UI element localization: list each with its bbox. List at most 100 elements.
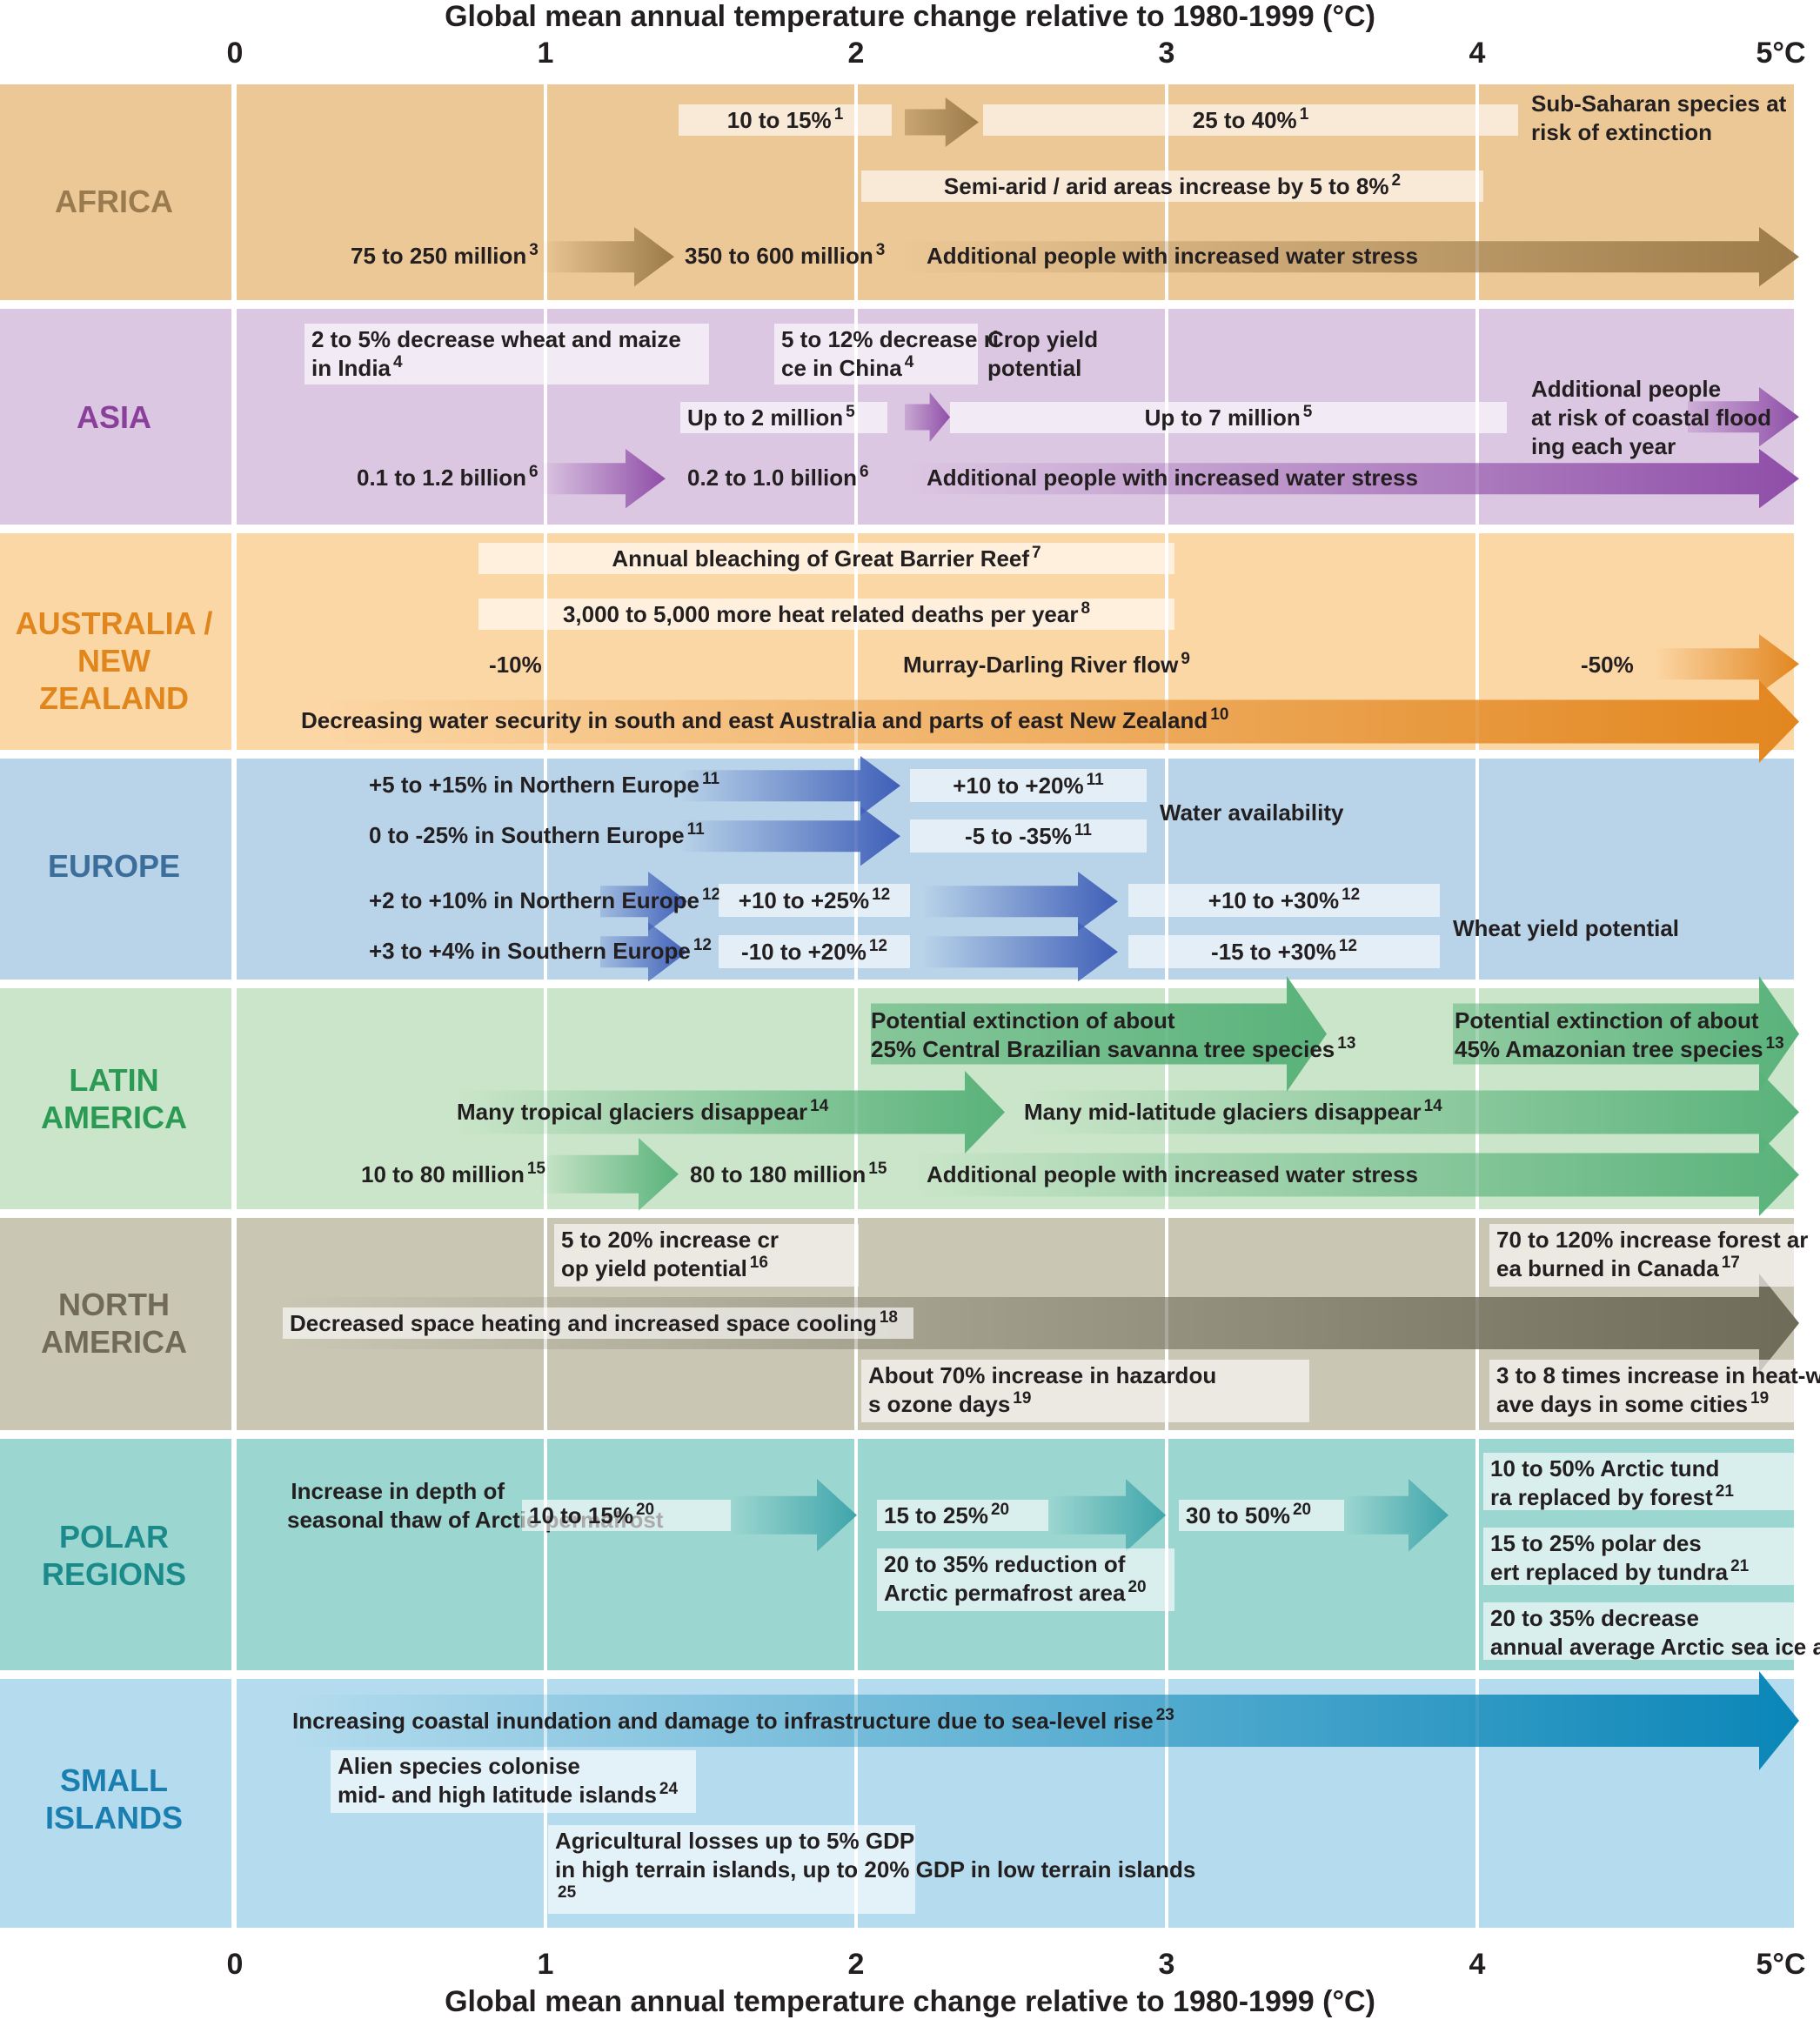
trend-arrow xyxy=(283,1274,1799,1373)
impact-box: 25 to 40% 1 xyxy=(983,104,1518,136)
trend-arrow-shape xyxy=(731,1479,857,1552)
gridline xyxy=(1475,533,1479,750)
trend-arrow-shape xyxy=(922,871,1118,932)
gridline xyxy=(544,759,547,980)
gridline xyxy=(544,84,547,300)
trend-arrow xyxy=(905,448,1799,509)
impact-box: +10 to +30% 12 xyxy=(1128,884,1440,917)
impact-label: Wheat yield potential xyxy=(1453,915,1680,941)
axis-tick-bottom: 1 xyxy=(537,1948,554,1981)
axis-tick-top: 0 xyxy=(226,37,244,70)
trend-arrow-shape xyxy=(1344,1479,1449,1552)
axis-tick-bottom: 5°C xyxy=(1756,1948,1806,1981)
trend-arrow-shape xyxy=(905,97,979,147)
impact-box: Annual bleaching of Great Barrier Reef 7 xyxy=(478,543,1174,574)
impact-label: Additional people with increased water s… xyxy=(927,1161,1418,1187)
impact-label: Water availability xyxy=(1160,799,1344,826)
trend-arrow-shape xyxy=(301,679,1799,763)
label-column-divider xyxy=(231,84,237,300)
gridline xyxy=(854,759,858,980)
trend-arrow-shape xyxy=(457,1070,1005,1154)
trend-arrow xyxy=(679,755,900,816)
trend-arrow xyxy=(922,871,1118,932)
impact-label: -50% xyxy=(1581,652,1634,678)
impact-label: Many tropical glaciers disappear 14 xyxy=(457,1097,829,1125)
gridline xyxy=(854,1679,858,1928)
gridline xyxy=(1475,1679,1479,1928)
impact-box: Decreased space heating and increased sp… xyxy=(283,1307,913,1339)
impact-box: -15 to +30% 12 xyxy=(1128,935,1440,968)
region-name-latin_america: LATIN AMERICA xyxy=(41,1062,187,1135)
gridline xyxy=(854,1439,858,1670)
label-column-divider xyxy=(231,988,237,1209)
impact-label: Potential extinction of about 45% Amazoni… xyxy=(1455,1007,1784,1062)
gridline xyxy=(854,84,858,300)
trend-arrow-shape xyxy=(679,755,900,816)
trend-arrow-shape xyxy=(539,226,674,287)
trend-arrow xyxy=(1688,386,1799,447)
gridline xyxy=(1475,759,1479,980)
label-column-divider xyxy=(231,309,237,525)
trend-arrow-shape xyxy=(871,975,1327,1092)
trend-arrow xyxy=(539,226,674,287)
trend-arrow xyxy=(301,679,1799,763)
impact-box: 30 to 50% 20 xyxy=(1179,1500,1344,1531)
axis-title-bottom: Global mean annual temperature change re… xyxy=(445,1985,1375,2018)
impact-label: 0.1 to 1.2 billion 6 xyxy=(357,463,539,491)
impact-box: Alien species colonise mid- and high lati… xyxy=(331,1750,696,1813)
impact-label: Increasing coastal inundation and damage… xyxy=(292,1706,1174,1734)
region-name-europe: EUROPE xyxy=(47,848,181,884)
impact-label: Sub-Saharan species at risk of extinction xyxy=(1531,90,1787,145)
impact-box: -10 to +20% 12 xyxy=(719,935,910,968)
impact-label: 80 to 180 million 15 xyxy=(690,1160,887,1187)
axis-tick-bottom: 4 xyxy=(1469,1948,1486,1981)
impact-label: +2 to +10% in Northern Europe 12 xyxy=(369,886,721,913)
gridline xyxy=(854,533,858,750)
trend-arrow-shape xyxy=(539,448,666,509)
gridline xyxy=(1165,1679,1168,1928)
impact-box: 3 to 8 times increase in heat-w ave days … xyxy=(1489,1360,1820,1422)
gridline xyxy=(1475,1439,1479,1670)
impact-label: 0 to -25% in Southern Europe 11 xyxy=(369,820,705,848)
region-name-australia: AUSTRALIA / NEW ZEALAND xyxy=(15,605,213,716)
trend-arrow-shape xyxy=(283,1671,1799,1770)
impact-label: -10% xyxy=(489,652,542,678)
impact-box: Up to 7 million 5 xyxy=(950,402,1507,433)
impact-box: 5 to 12% decrease ri ce in China 4 xyxy=(774,324,999,385)
axis-tick-bottom: 3 xyxy=(1158,1948,1175,1981)
trend-arrow xyxy=(679,806,900,866)
impact-box: -5 to -35% 11 xyxy=(910,819,1147,853)
impact-label: Additional people with increased water s… xyxy=(927,243,1418,269)
impact-label: Additional people at risk of coastal floo… xyxy=(1531,376,1771,459)
trend-arrow xyxy=(600,921,687,982)
impact-box: 2 to 5% decrease wheat and maize in India… xyxy=(304,324,709,385)
region-name-north_america: NORTH AMERICA xyxy=(41,1287,187,1360)
impact-label: Additional people with increased water s… xyxy=(927,465,1418,491)
trend-arrow-shape xyxy=(905,391,950,442)
impact-box: 20 to 35% decrease annual average Arctic … xyxy=(1483,1602,1820,1660)
trend-arrow-shape xyxy=(1688,386,1799,447)
trend-arrow-shape xyxy=(679,806,900,866)
trend-arrow xyxy=(905,97,979,147)
trend-arrow xyxy=(896,226,1799,287)
impact-label: Murray-Darling River flow 9 xyxy=(903,650,1190,678)
impact-box: 70 to 120% increase forest ar ea burned i… xyxy=(1489,1224,1808,1287)
impact-box: 5 to 20% increase cr op yield potential 16 xyxy=(554,1224,859,1287)
trend-arrow xyxy=(922,921,1118,982)
trend-arrow-shape xyxy=(905,448,1799,509)
trend-arrow-shape xyxy=(600,871,687,932)
impact-box: Agricultural losses up to 5% GDP in high … xyxy=(548,1825,1195,1914)
impact-label: Decreasing water security in south and e… xyxy=(301,706,1229,733)
trend-arrow-shape xyxy=(896,226,1799,287)
impact-label: 75 to 250 million 3 xyxy=(351,241,539,269)
impact-box: +10 to +20% 11 xyxy=(910,769,1147,802)
region-name-asia: ASIA xyxy=(76,399,151,435)
impact-box: 10 to 15% 20 xyxy=(522,1500,731,1531)
axis-tick-top: 4 xyxy=(1469,37,1486,70)
impact-label: +3 to +4% in Southern Europe 12 xyxy=(369,936,712,964)
region-name-small_islands: SMALL ISLANDS xyxy=(44,1762,183,1836)
gridline xyxy=(544,309,547,525)
label-column-divider xyxy=(231,1218,237,1430)
impact-label: +5 to +15% in Northern Europe 11 xyxy=(369,770,720,798)
